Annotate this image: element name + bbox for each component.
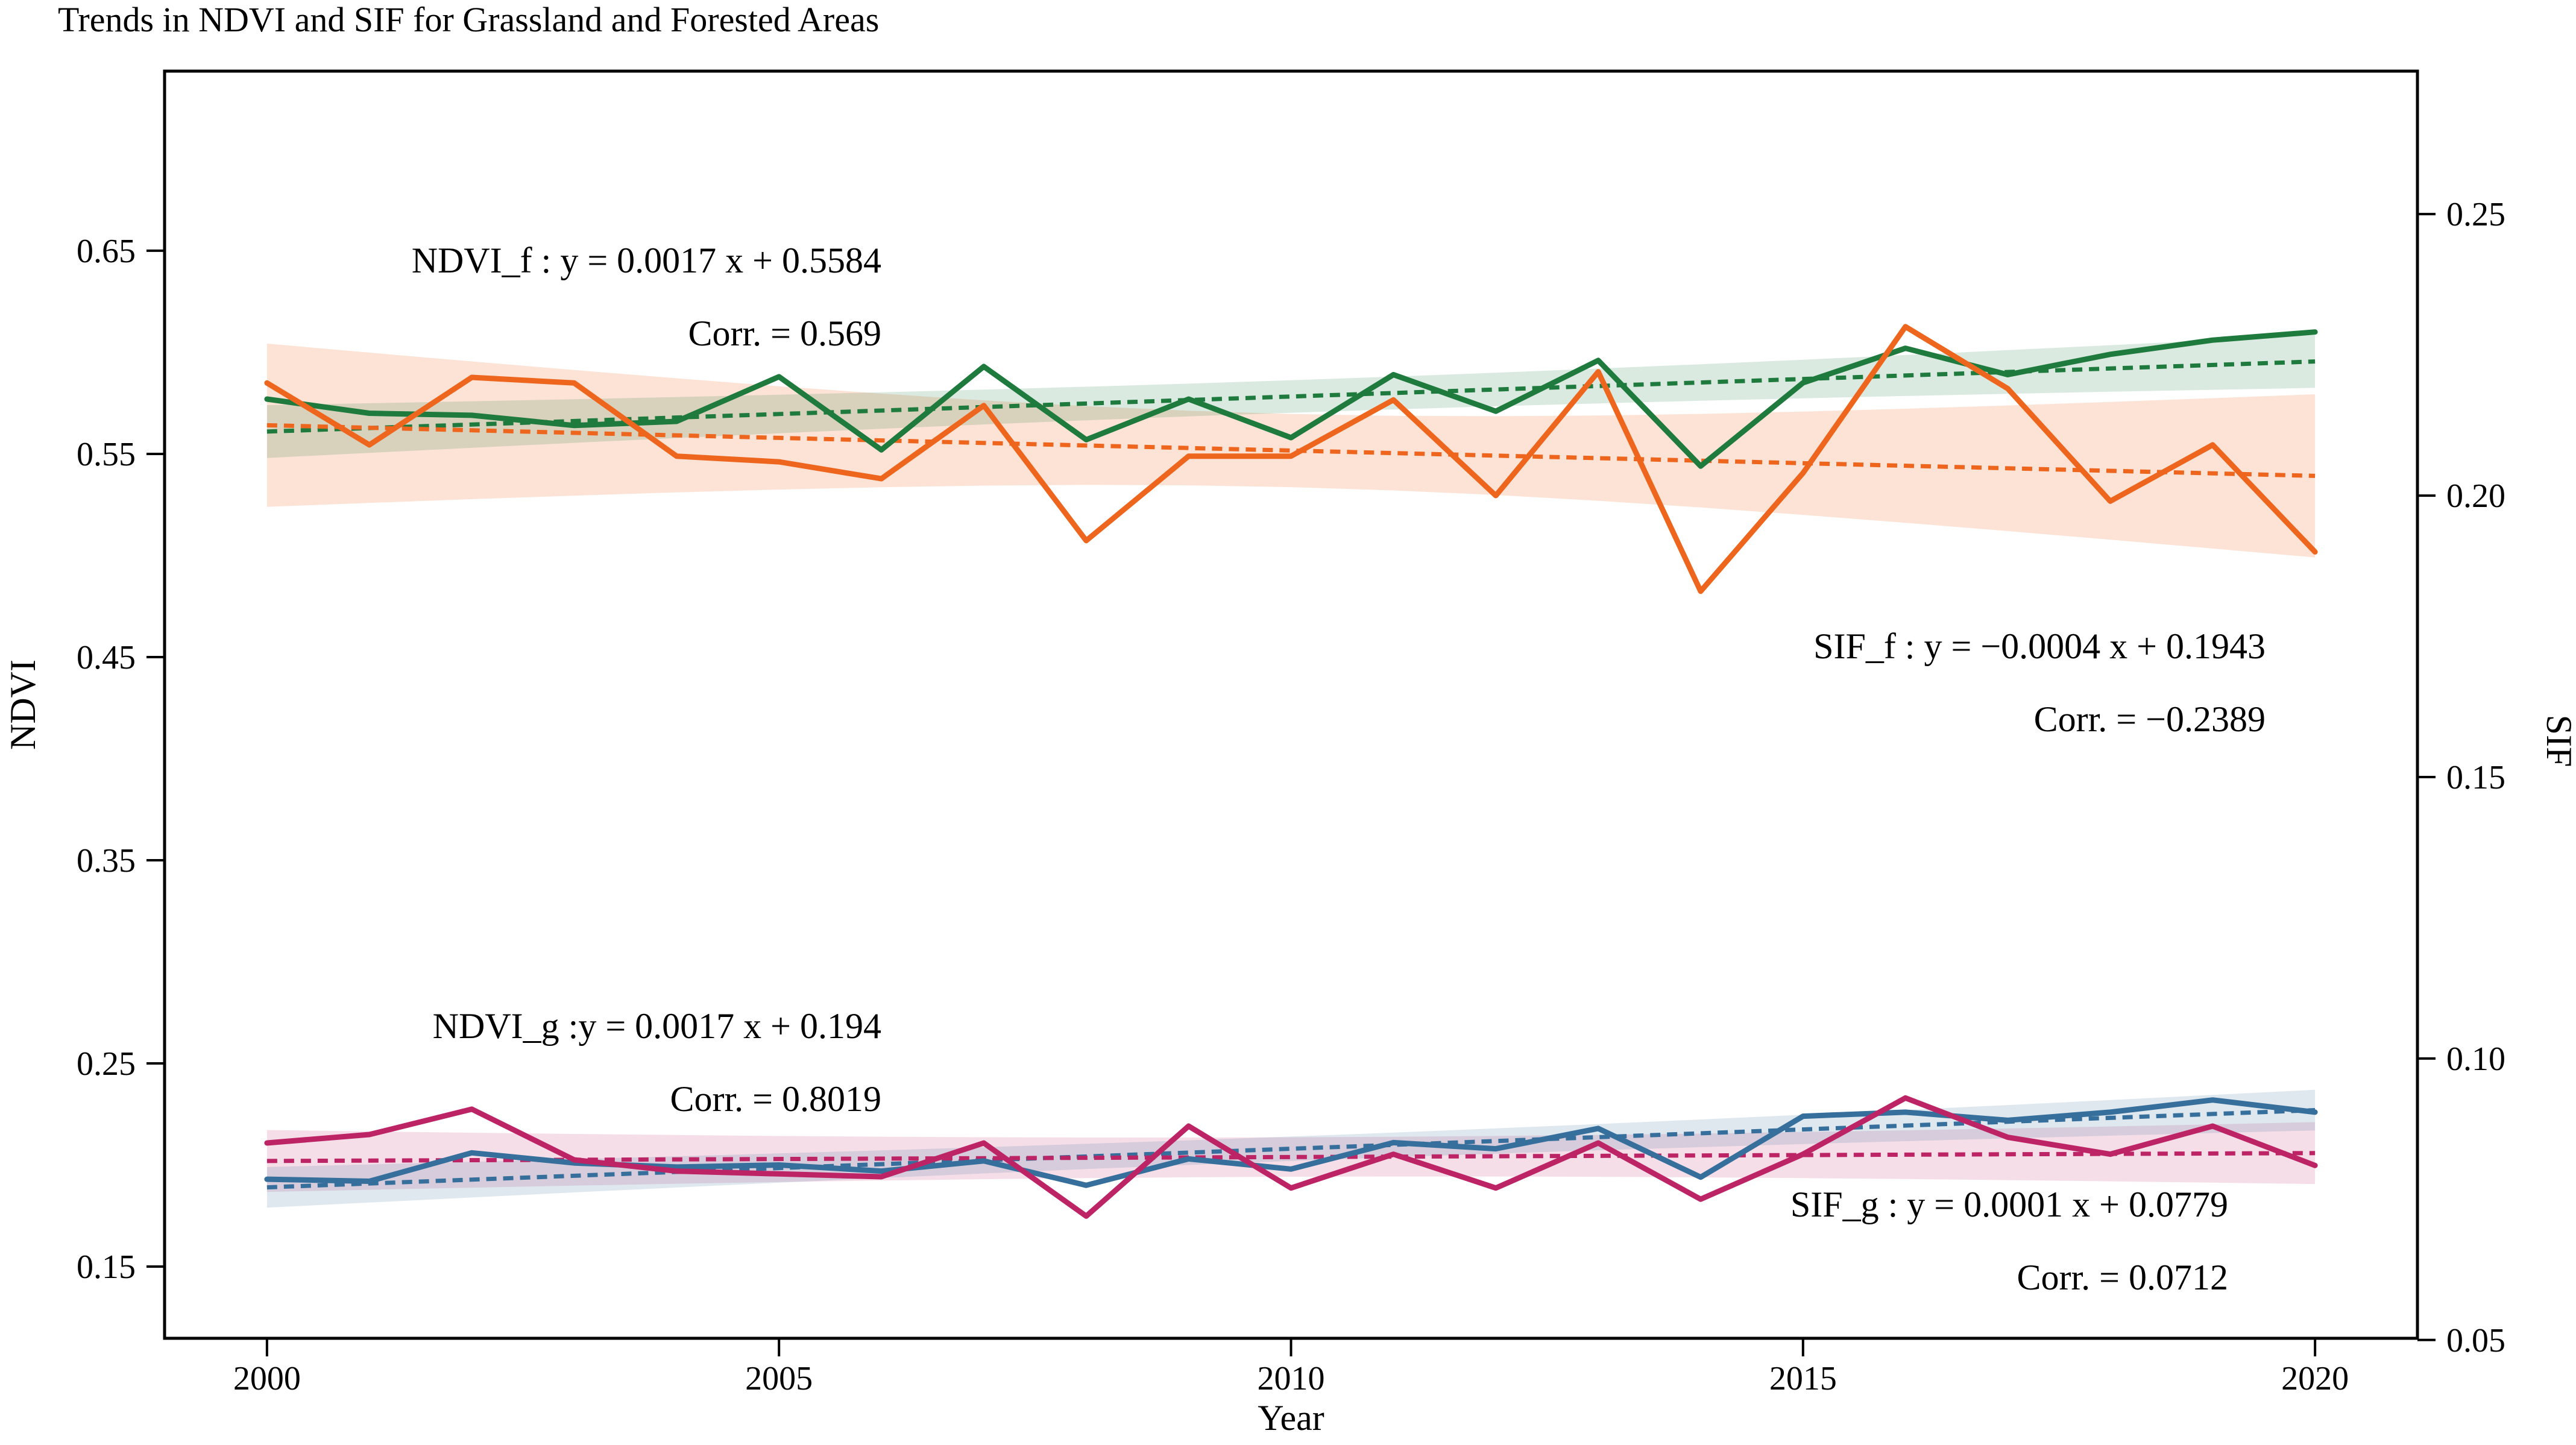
annotation-ndvi_f-corr: Corr. = 0.569 [688,313,881,353]
x-axis-label: Year [1258,1398,1324,1438]
trend-ndvi_f [266,359,2316,434]
y-right-tick-label: 0.25 [2446,196,2505,233]
y-left-tick-label: 0.35 [77,842,136,880]
x-tick-label: 2020 [2281,1360,2349,1397]
data-lines [264,324,2318,1219]
x-tick-label: 2010 [1258,1360,1325,1397]
annotation-sif_f-corr: Corr. = −0.2389 [2034,699,2266,739]
x-tick-label: 2015 [1769,1360,1837,1397]
y-right-tick-label: 0.05 [2446,1322,2505,1359]
annotation-ndvi_g-corr: Corr. = 0.8019 [670,1079,881,1119]
band-ndvi_f [266,335,2316,458]
axes: 2000 2005 2010 2015 2020 0.15 0.25 0.35 0.45 0.55… [77,69,2505,1397]
y-left-tick-label: 0.65 [77,233,136,270]
annotation-ndvi_f-equation: NDVI_f : y = 0.0017 x + 0.5584 [412,241,881,280]
trend-sif_f [266,423,2316,478]
annotation-sif_g-equation: SIF_g : y = 0.0001 x + 0.0779 [1790,1185,2228,1224]
line-sif_g [264,1095,2318,1219]
y-left-tick-label: 0.15 [77,1248,136,1286]
annotation-ndvi_g-equation: NDVI_g :y = 0.0017 x + 0.194 [433,1006,881,1046]
y-left-tick-label: 0.25 [77,1045,136,1083]
chart-title: Trends in NDVI and SIF for Grassland and… [58,0,879,39]
y-left-tick-label: 0.45 [77,639,136,676]
annotation-sif_f-equation: SIF_f : y = −0.0004 x + 0.1943 [1813,626,2266,666]
y-axis-label-left: NDVI [3,660,43,750]
x-tick-label: 2005 [745,1360,813,1397]
x-tick-label: 2000 [233,1360,301,1397]
y-right-tick-label: 0.20 [2446,477,2505,515]
trend-sif_g [266,1151,2316,1163]
annotation-sif_g-corr: Corr. = 0.0712 [2017,1258,2228,1297]
y-axis-label-right: SIF [2539,715,2576,767]
band-sif_f [266,344,2316,558]
y-right-tick-label: 0.10 [2446,1040,2505,1078]
y-left-tick-label: 0.55 [77,436,136,473]
line-sif_f [264,324,2318,594]
y-right-tick-label: 0.15 [2446,759,2505,796]
